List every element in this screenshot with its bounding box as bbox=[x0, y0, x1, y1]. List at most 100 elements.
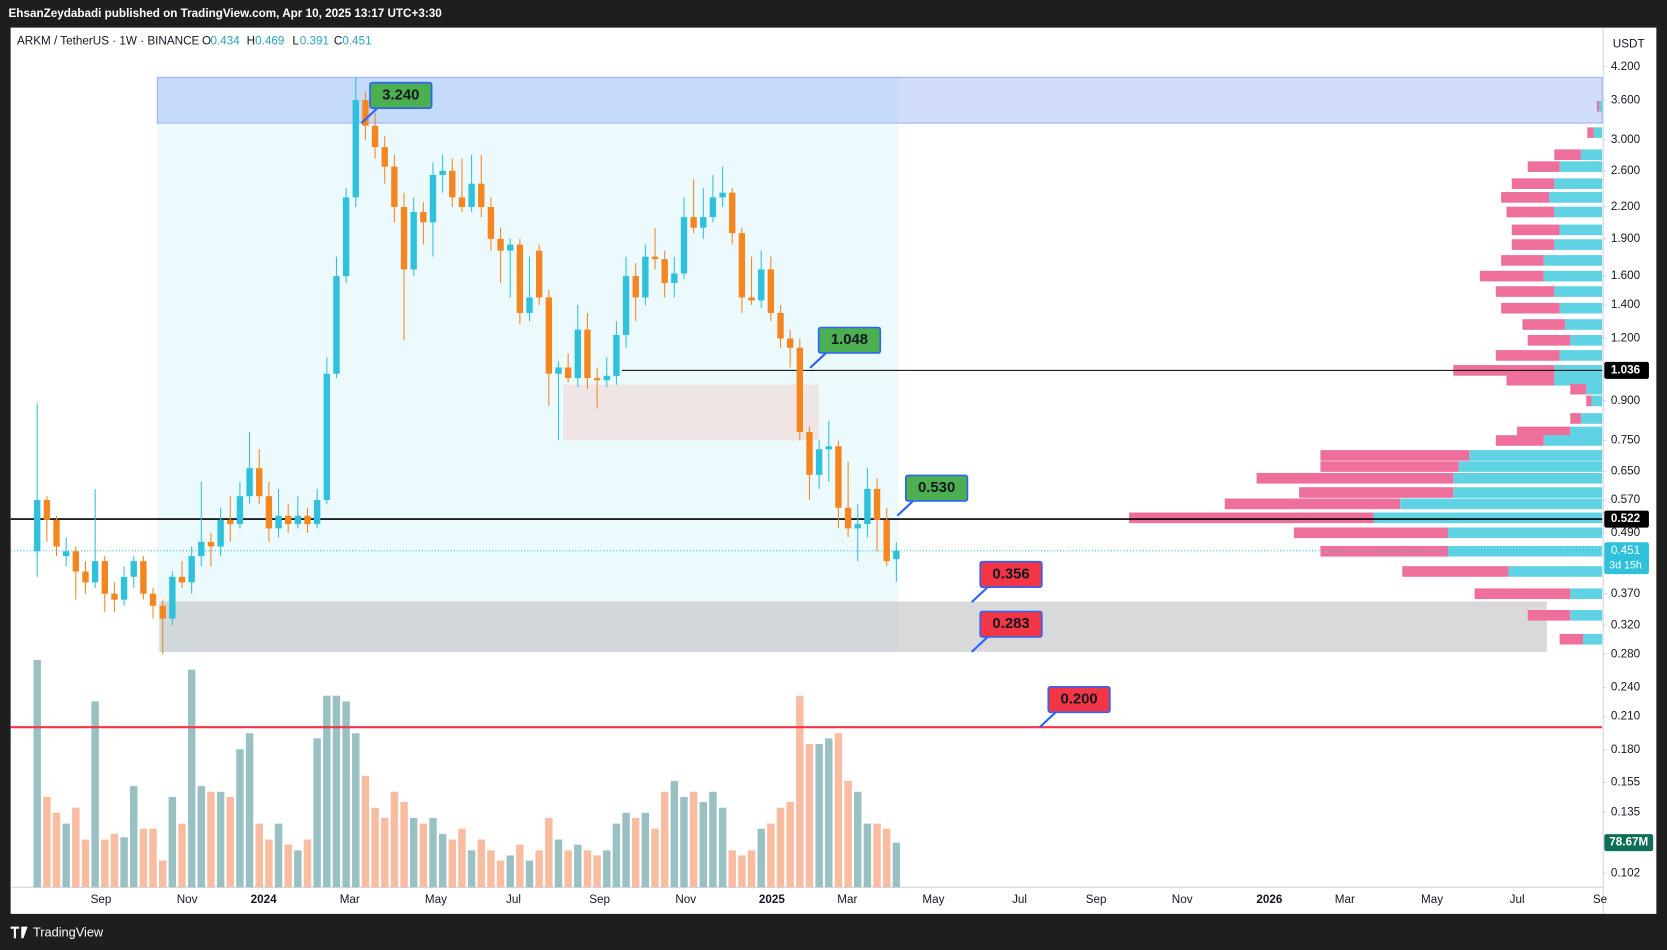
candle-body bbox=[62, 551, 70, 557]
profile-down bbox=[1527, 609, 1571, 621]
candle-body bbox=[342, 197, 350, 277]
candle-body bbox=[323, 373, 330, 500]
candle-body bbox=[72, 551, 80, 572]
price-label-box bbox=[1604, 542, 1649, 575]
volume-bar bbox=[381, 817, 389, 888]
volume-bar bbox=[149, 828, 157, 888]
volume-bar bbox=[892, 842, 901, 888]
x-tick-label: Se bbox=[1593, 893, 1607, 906]
volume-bar bbox=[535, 850, 543, 888]
candle-body bbox=[188, 556, 195, 583]
volume-bar bbox=[583, 850, 592, 888]
profile-down bbox=[1320, 545, 1448, 557]
candle-body bbox=[381, 147, 388, 167]
zone bbox=[159, 601, 1547, 652]
y-tick-label: 0.280 bbox=[1611, 647, 1641, 660]
volume-bar bbox=[332, 695, 341, 888]
callout-label: 0.530 bbox=[918, 480, 955, 496]
volume-bar bbox=[352, 733, 360, 888]
callout-pointer bbox=[360, 106, 380, 124]
profile-down bbox=[1517, 426, 1571, 438]
y-tick-label: 4.200 bbox=[1611, 60, 1641, 73]
profile-up bbox=[1554, 206, 1603, 218]
candle-body bbox=[130, 561, 137, 577]
candle-body bbox=[507, 244, 514, 251]
candle-body bbox=[120, 576, 128, 600]
callout-label: 3.240 bbox=[382, 87, 419, 103]
profile-up bbox=[1400, 498, 1603, 510]
volume-bar bbox=[448, 839, 457, 888]
candle-body bbox=[613, 334, 620, 376]
profile-up bbox=[1559, 302, 1603, 314]
candle-body bbox=[487, 207, 495, 239]
y-tick-label: 0.900 bbox=[1611, 394, 1641, 407]
y-tick-label: 2.600 bbox=[1611, 164, 1641, 177]
candle-body bbox=[719, 192, 726, 198]
countdown: 3d 15h bbox=[1609, 559, 1642, 571]
volume-bar bbox=[81, 839, 90, 888]
volume-bar bbox=[477, 839, 485, 888]
candle-body bbox=[265, 496, 273, 529]
price-label: 1.036 bbox=[1611, 363, 1641, 376]
candle-body bbox=[236, 496, 244, 525]
profile-down bbox=[1511, 224, 1560, 236]
profile-up bbox=[1570, 588, 1603, 600]
candle-body bbox=[516, 244, 524, 313]
candle-body bbox=[285, 515, 292, 525]
candle-body bbox=[777, 312, 784, 339]
candle-body bbox=[786, 338, 794, 348]
y-tick-label: 0.370 bbox=[1611, 587, 1641, 600]
candle-body bbox=[101, 561, 108, 594]
profile-down bbox=[1320, 450, 1470, 461]
volume-bar bbox=[718, 807, 727, 888]
volume-bar bbox=[342, 701, 350, 888]
callout-pointer bbox=[970, 635, 990, 653]
candle-body bbox=[574, 329, 581, 379]
volume-bar bbox=[747, 850, 756, 888]
profile-down bbox=[1559, 633, 1584, 645]
callout-pointer bbox=[970, 585, 990, 603]
volume-bar bbox=[158, 860, 167, 888]
ohlc-value: 0.469 bbox=[255, 35, 284, 48]
volume-bar bbox=[564, 850, 572, 888]
x-tick-label: Nov bbox=[177, 893, 198, 906]
ohlc-key: H bbox=[247, 35, 255, 48]
candle-body bbox=[410, 212, 417, 270]
candle-body bbox=[275, 515, 282, 529]
volume-bar bbox=[438, 833, 447, 888]
y-tick-label: 1.600 bbox=[1611, 269, 1641, 282]
profile-down bbox=[1587, 127, 1594, 138]
volume-bar bbox=[776, 807, 785, 888]
callout-pointer bbox=[809, 351, 828, 369]
volume-bar bbox=[371, 807, 379, 888]
profile-up bbox=[1559, 161, 1603, 172]
candle-body bbox=[700, 217, 707, 228]
volume-label-box bbox=[1604, 834, 1654, 852]
volume-bar bbox=[834, 733, 843, 888]
candle-body bbox=[313, 499, 321, 525]
profile-down bbox=[1501, 302, 1560, 314]
volume-bar bbox=[429, 817, 437, 888]
candle-body bbox=[227, 519, 234, 525]
volume-bar bbox=[303, 839, 312, 888]
callout-box bbox=[369, 81, 433, 109]
x-tick-label: Jul bbox=[1510, 893, 1525, 906]
x-tick-label: Sep bbox=[589, 893, 610, 906]
volume-bar bbox=[805, 744, 814, 888]
volume-bar bbox=[52, 812, 61, 888]
ohlc-value: 0.391 bbox=[300, 35, 329, 48]
volume-bar bbox=[255, 823, 263, 888]
candle-body bbox=[391, 166, 398, 208]
volume-bar bbox=[487, 850, 495, 888]
y-tick-label: 0.102 bbox=[1611, 866, 1640, 879]
y-tick-label: 0.155 bbox=[1611, 776, 1641, 789]
volume-bar bbox=[670, 780, 679, 888]
candle-body bbox=[304, 515, 311, 525]
candle-body bbox=[178, 576, 186, 583]
candle-body bbox=[333, 276, 340, 374]
profile-down bbox=[1511, 239, 1555, 250]
brand-name: TradingView bbox=[33, 924, 104, 939]
candle-body bbox=[458, 197, 466, 208]
y-tick-label: 1.200 bbox=[1611, 332, 1641, 345]
